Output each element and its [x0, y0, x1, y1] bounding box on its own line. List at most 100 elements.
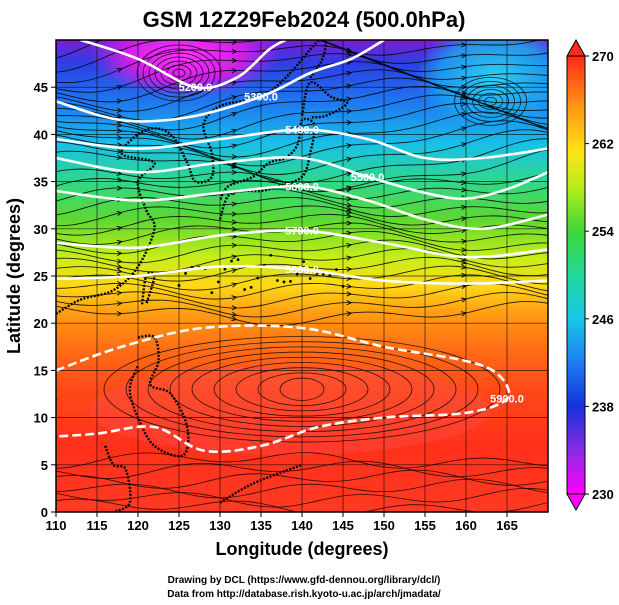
- streamline: [56, 111, 548, 158]
- island-dot: [302, 260, 306, 264]
- streamline-swirl: [466, 84, 516, 118]
- streamline-arrow: [346, 48, 353, 54]
- streamline: [56, 274, 548, 300]
- streamline: [56, 256, 548, 282]
- streamline-swirl: [172, 68, 186, 78]
- streamline-arrow: [346, 300, 353, 306]
- streamline-ring: [191, 356, 413, 422]
- coastline: [309, 40, 328, 79]
- streamline: [56, 196, 548, 217]
- island-dot: [236, 258, 240, 262]
- streamline-arrow: [346, 96, 353, 102]
- island-dot: [308, 277, 312, 280]
- y-tick-label: 25: [34, 269, 48, 284]
- streamline-swirl: [148, 52, 210, 94]
- streamline-arrow: [346, 143, 353, 149]
- colorbar-tick-label: 238: [592, 399, 614, 414]
- streamline-arrow: [346, 202, 353, 208]
- island-dot: [177, 284, 181, 287]
- streamline-arrow: [116, 185, 123, 191]
- streamline-arrow: [461, 171, 468, 177]
- streamline-arrow: [116, 85, 123, 91]
- x-tick-label: 160: [455, 518, 477, 533]
- x-tick-label: 140: [291, 518, 313, 533]
- island-dot: [210, 291, 214, 295]
- colorbar-ticks: 230 238 246 254 262 270: [585, 49, 614, 502]
- streamline-arrow: [116, 107, 123, 113]
- x-tick-label: 110: [46, 518, 67, 533]
- streamline-arrow: [231, 305, 238, 311]
- streamline: [56, 460, 548, 479]
- streamline-arrow: [231, 226, 238, 232]
- colorbar-tick-label: 246: [592, 312, 614, 327]
- contour-line: [56, 229, 548, 259]
- streamline-arrow: [117, 18, 122, 22]
- x-tick-label: 150: [373, 518, 395, 533]
- streamline-arrow: [231, 154, 238, 160]
- streamline-arrow: [346, 171, 353, 177]
- x-tick-label: 135: [250, 518, 272, 533]
- streamline-arrow: [231, 315, 238, 321]
- contour-line: [56, 184, 548, 231]
- colorbar-gradient: [566, 55, 586, 495]
- streamline-arrow: [461, 204, 468, 210]
- y-axis-title: Latitude (degrees): [4, 198, 24, 354]
- streamline-arrow: [461, 101, 468, 107]
- streamline: [56, 149, 548, 193]
- x-tick-label: 155: [414, 518, 436, 533]
- streamline-arrow: [231, 67, 238, 74]
- contour-label: 5200.0: [179, 82, 213, 94]
- streamline-arrow: [116, 170, 123, 176]
- streamline-swirl: [160, 60, 198, 86]
- x-tick-label: 165: [496, 518, 518, 533]
- x-tick-label: 130: [209, 518, 231, 533]
- streamline-arrow: [346, 185, 353, 191]
- streamline-arrow: [231, 295, 238, 301]
- streamline-arrow: [231, 311, 238, 317]
- streamline-arrow: [231, 268, 238, 274]
- streamline: [56, 40, 548, 73]
- island-dot: [321, 272, 325, 276]
- streamline-swirl: [454, 76, 528, 126]
- island-dot: [315, 272, 319, 275]
- streamline-arrow: [461, 272, 468, 278]
- streamline-arrow: [346, 220, 353, 226]
- y-tick-label: 0: [41, 505, 48, 520]
- streamline: [56, 478, 548, 499]
- streamline-arrow: [346, 283, 353, 289]
- colorbar-bottom-arrow: [566, 493, 586, 512]
- streamline: [56, 45, 548, 84]
- streamline-arrow: [117, 33, 122, 37]
- x-tick-label: 115: [87, 518, 108, 533]
- streamline-arrow: [116, 122, 123, 128]
- streamline-arrow: [461, 238, 468, 245]
- streamline-arrow: [116, 128, 123, 134]
- streamline-arrow: [461, 179, 468, 186]
- streamline-arrow: [116, 226, 123, 232]
- streamline-arrow: [461, 53, 468, 59]
- streamline-arrow: [461, 64, 468, 70]
- streamline-arrow: [461, 90, 468, 96]
- streamline-arrow: [346, 230, 353, 236]
- streamline-arrow: [346, 70, 353, 76]
- coastline: [300, 80, 349, 119]
- credit-data: Data from http://database.rish.kyoto-u.a…: [167, 589, 441, 600]
- streamline-arrow: [116, 98, 123, 104]
- contour-line: [56, 40, 385, 123]
- streamline-swirl: [136, 44, 222, 102]
- streamline: [56, 222, 548, 245]
- streamline-arrow: [116, 250, 123, 256]
- streamline-ring: [213, 362, 391, 417]
- streamline-arrow: [231, 282, 238, 288]
- contour-label: 5900.0: [490, 394, 524, 406]
- streamline-arrow: [231, 128, 238, 134]
- streamline-arrow: [461, 216, 468, 222]
- coastline: [56, 40, 320, 315]
- streamline-arrow: [231, 219, 238, 225]
- streamline: [56, 120, 548, 167]
- streamline-arrow: [461, 284, 468, 290]
- streamline-arrow: [231, 242, 238, 248]
- streamline: [56, 40, 541, 56]
- streamline: [56, 61, 548, 103]
- x-tick-label: 145: [332, 518, 354, 533]
